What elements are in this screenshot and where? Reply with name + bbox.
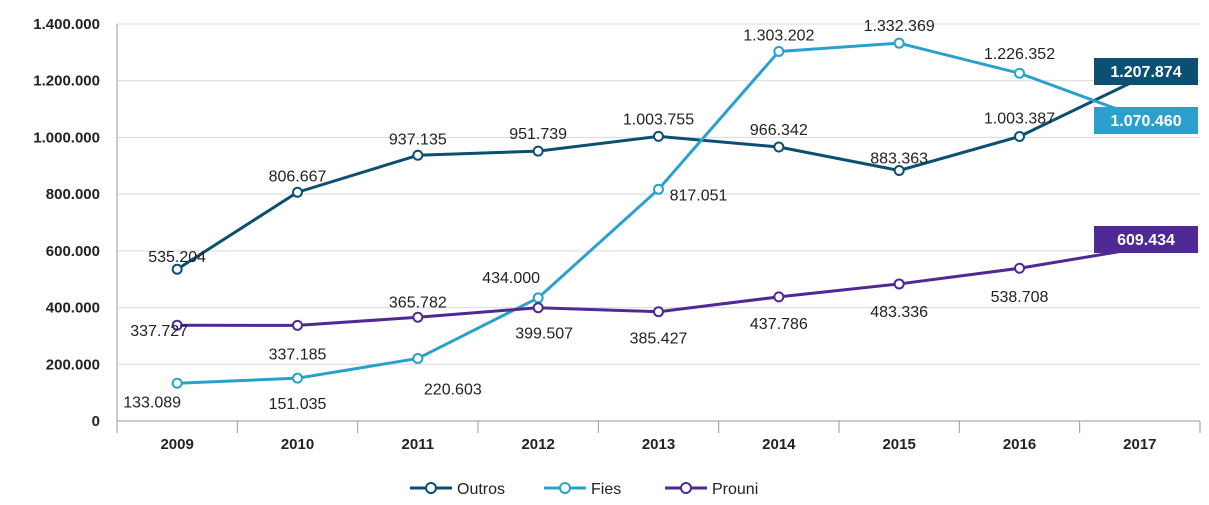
y-tick-label: 200.000 (46, 356, 100, 373)
data-label: 337.727 (130, 323, 188, 340)
data-label: 535.204 (148, 249, 206, 266)
legend-marker (425, 482, 437, 494)
x-tick-label: 2012 (521, 436, 554, 453)
data-point (893, 37, 905, 49)
data-point (893, 165, 905, 177)
data-point (653, 306, 664, 318)
data-point (1014, 67, 1025, 79)
data-point (1014, 130, 1025, 142)
data-label: 1.003.755 (623, 111, 694, 128)
data-label: 434.000 (482, 270, 540, 287)
x-tick-label: 2009 (160, 436, 193, 453)
data-label: 951.739 (509, 126, 567, 143)
data-point (412, 352, 424, 364)
data-point (292, 319, 303, 331)
data-label: 1.332.369 (864, 18, 935, 35)
data-label: 1.226.352 (984, 46, 1055, 63)
x-tick-label: 2016 (1003, 436, 1036, 453)
y-tick-label: 600.000 (46, 243, 100, 260)
data-labels: 535.204 806.667 937.135 951.739 1.003.755 966… (123, 18, 1198, 413)
legend-marker (559, 482, 571, 494)
data-label: 399.507 (515, 326, 573, 343)
legend-label: Prouni (712, 481, 758, 498)
data-label: 483.336 (870, 304, 928, 321)
x-tick-label: 2017 (1123, 436, 1156, 453)
data-label: 937.135 (389, 131, 447, 148)
legend-item-fies: Fies (544, 481, 621, 498)
legend-label: Outros (457, 481, 505, 498)
data-label: 133.089 (123, 394, 181, 411)
y-tick-label: 1.400.000 (33, 16, 100, 33)
x-tick-label: 2010 (281, 436, 314, 453)
data-point (412, 311, 424, 323)
data-point (893, 278, 905, 290)
x-tick-label: 2014 (762, 436, 796, 453)
value-box-label: 1.070.460 (1110, 113, 1181, 130)
data-label: 538.708 (991, 289, 1049, 306)
data-label: 817.051 (670, 187, 728, 204)
value-box-label: 1.207.874 (1110, 64, 1181, 81)
data-point (171, 319, 183, 331)
y-tick-label: 0 (92, 413, 100, 430)
data-point (1014, 262, 1025, 274)
legend-label: Fies (591, 481, 621, 498)
x-tick-label: 2015 (882, 436, 915, 453)
data-label: 220.603 (424, 381, 482, 398)
value-box-label: 609.434 (1117, 232, 1175, 249)
legend-marker (680, 482, 692, 494)
data-label: 337.185 (269, 346, 327, 363)
data-point (292, 372, 303, 384)
legend: Outros Fies Prouni (410, 481, 758, 498)
data-point (532, 302, 544, 314)
data-label: 437.786 (750, 316, 808, 333)
last-value-box: 1.070.460 (1094, 107, 1198, 134)
data-point (773, 141, 785, 153)
data-label: 806.667 (269, 168, 327, 185)
data-label: 1.303.202 (743, 27, 814, 44)
x-tick-label: 2011 (402, 436, 435, 453)
data-point (412, 149, 424, 161)
data-label: 151.035 (269, 396, 327, 413)
y-tick-label: 800.000 (46, 186, 100, 203)
y-tick-label: 1.200.000 (33, 73, 100, 90)
data-point (532, 145, 544, 157)
last-value-box: 609.434 (1094, 226, 1198, 253)
data-label: 883.363 (870, 151, 928, 168)
y-tick-label: 1.000.000 (33, 129, 100, 146)
data-point (773, 45, 785, 57)
data-label: 1.003.387 (984, 110, 1055, 127)
legend-item-outros: Outros (410, 481, 505, 498)
last-value-box: 1.207.874 (1094, 58, 1198, 85)
data-label: 365.782 (389, 294, 447, 311)
data-point (532, 292, 544, 304)
data-label: 966.342 (750, 122, 808, 139)
legend-item-prouni: Prouni (665, 481, 758, 498)
data-point (653, 130, 664, 142)
series-group (171, 37, 1141, 389)
axes: 0 200.000 400.000 600.000 800.000 1.000.000 1.… (33, 16, 1201, 453)
value-box-bg (1094, 107, 1198, 134)
data-point (773, 291, 785, 303)
y-tick-label: 400.000 (46, 300, 100, 317)
value-box-bg (1094, 226, 1198, 253)
data-label: 385.427 (630, 331, 688, 348)
data-point (171, 377, 183, 389)
data-point (653, 183, 664, 195)
value-box-bg (1094, 58, 1198, 85)
data-point (292, 186, 303, 198)
data-point (171, 263, 183, 275)
x-tick-label: 2013 (642, 436, 675, 453)
